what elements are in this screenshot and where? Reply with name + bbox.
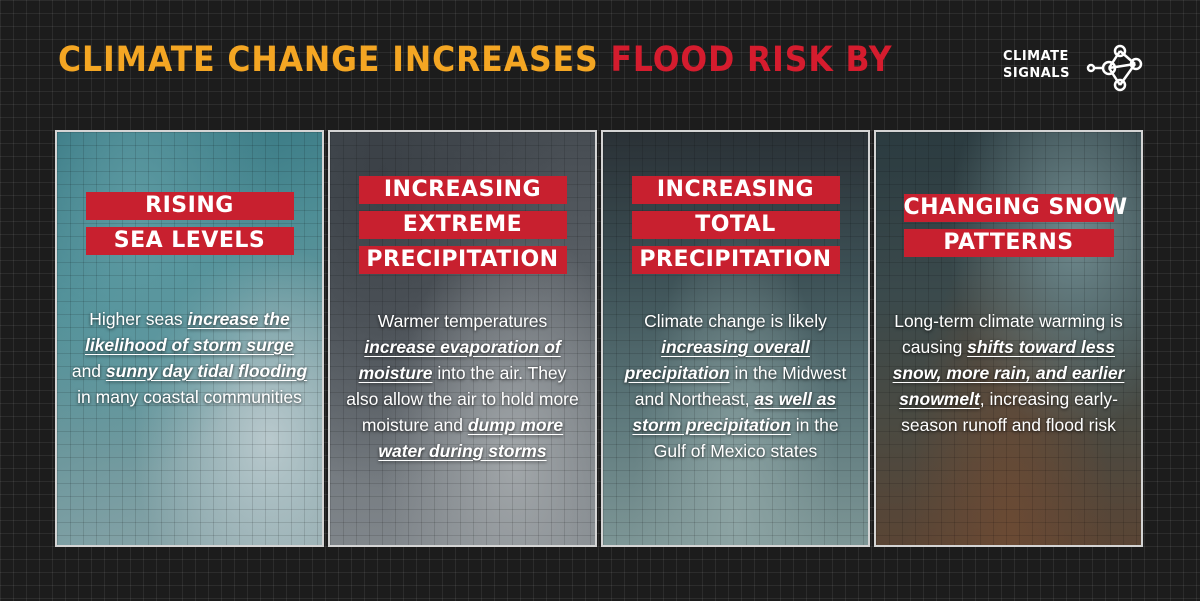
heading-line: RISING [85, 192, 294, 220]
highlight-text: as well as storm precipitation [632, 389, 837, 435]
card-heading: RISING SEA LEVELS [57, 192, 322, 262]
highlight-text: increasing overall precipitation [624, 337, 810, 383]
heading-line: EXTREME [358, 211, 567, 239]
card-description: Climate change is likely increasing over… [624, 311, 847, 461]
card-increasing-total-precipitation: INCREASING TOTAL PRECIPITATION Climate c… [601, 130, 870, 547]
card-heading: INCREASING EXTREME PRECIPITATION [330, 176, 595, 281]
highlight-text: increase the likelihood of storm surge [84, 309, 295, 355]
heading-line: TOTAL [631, 211, 840, 239]
card-heading: INCREASING TOTAL PRECIPITATION [603, 176, 868, 281]
heading-line: CHANGING SNOW [903, 194, 1128, 222]
page-title: CLIMATE CHANGE INCREASES FLOOD RISK BY [58, 40, 892, 80]
card-description: Warmer temperatures increase evaporation… [346, 311, 579, 461]
title-part-red: FLOOD RISK BY [610, 40, 893, 80]
logo-text: CLIMATE SIGNALS [1003, 49, 1070, 81]
heading-line: PATTERNS [903, 229, 1114, 257]
highlight-text: shifts toward less snow, more rain, and … [892, 337, 1125, 409]
heading-line: INCREASING [631, 176, 840, 204]
highlight-text: sunny day tidal flooding [105, 361, 308, 381]
heading-line: PRECIPITATION [631, 246, 840, 274]
heading-line: INCREASING [358, 176, 567, 204]
card-changing-snow-patterns: CHANGING SNOW PATTERNS Long-term climate… [874, 130, 1143, 547]
network-nodes-icon [1086, 44, 1143, 92]
title-part-orange: CLIMATE CHANGE INCREASES [58, 40, 599, 80]
heading-line: SEA LEVELS [85, 227, 294, 255]
highlight-text: increase evaporation of moisture [358, 337, 561, 383]
highlight-text: dump more water during storms [378, 415, 564, 461]
card-description: Higher seas increase the likelihood of s… [71, 309, 308, 407]
card-description: Long-term climate warming is causing shi… [892, 311, 1125, 435]
climate-signals-logo: CLIMATE SIGNALS [1003, 44, 1143, 92]
card-increasing-extreme-precipitation: INCREASING EXTREME PRECIPITATION Warmer … [328, 130, 597, 547]
card-heading: CHANGING SNOW PATTERNS [876, 194, 1141, 264]
heading-line: PRECIPITATION [358, 246, 567, 274]
card-rising-sea-levels: RISING SEA LEVELS Higher seas increase t… [55, 130, 324, 547]
